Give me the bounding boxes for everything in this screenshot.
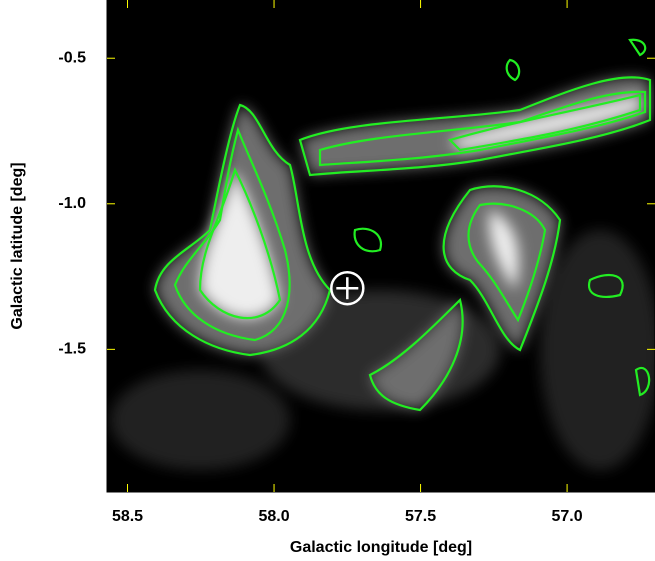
x-tick-label: 58.5: [112, 508, 143, 525]
y-axis-label: Galactic latitude [deg]: [9, 162, 26, 329]
x-axis-label: Galactic longitude [deg]: [290, 539, 472, 556]
sky-image: [107, 0, 655, 492]
y-tick-label: -1.0: [58, 195, 86, 212]
x-tick-label: 57.0: [552, 508, 583, 525]
y-tick-label: -0.5: [58, 49, 86, 66]
x-tick-label: 58.0: [258, 508, 289, 525]
x-tick-label: 57.5: [405, 508, 436, 525]
y-tick-label: -1.5: [58, 341, 86, 358]
page: Galactic longitude [deg] Galactic latitu…: [0, 0, 655, 561]
chart: Galactic longitude [deg] Galactic latitu…: [0, 0, 655, 561]
